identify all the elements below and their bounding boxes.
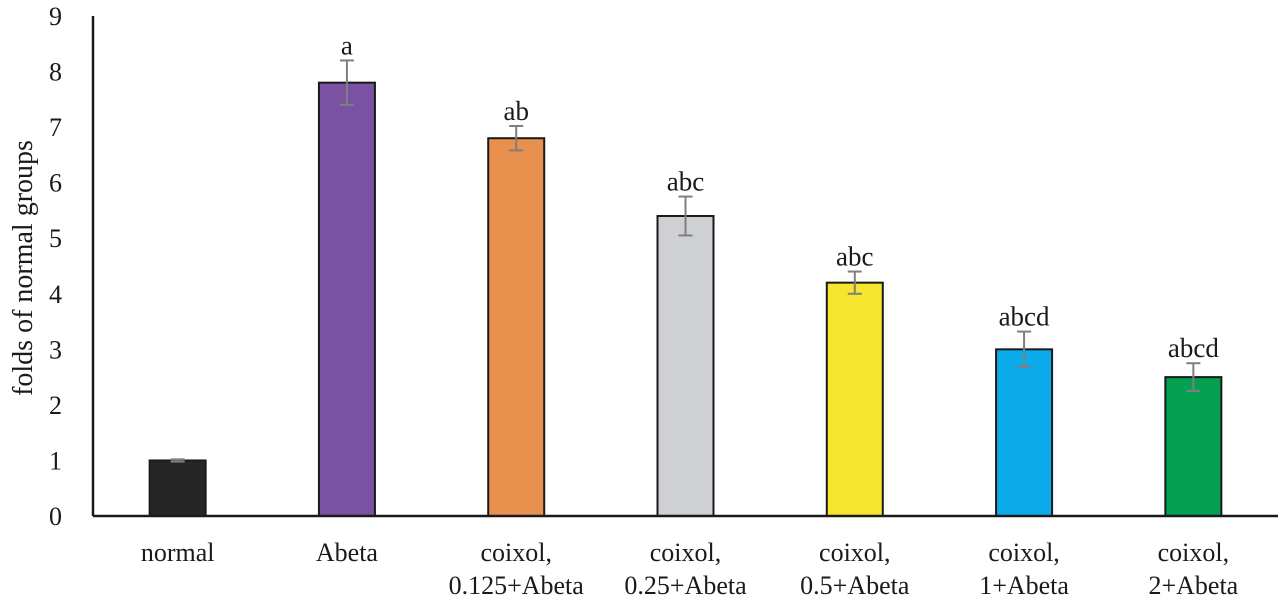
y-tick-label: 8 — [49, 58, 62, 87]
bar — [995, 348, 1054, 518]
x-category-label: 2+Abeta — [1148, 571, 1238, 600]
bar — [825, 281, 884, 517]
significance-label: abc — [836, 242, 873, 272]
y-tick-label: 2 — [49, 391, 62, 420]
y-tick-label: 3 — [49, 335, 62, 364]
significance-label: a — [341, 30, 353, 60]
y-axis-label: folds of normal groups — [8, 140, 39, 396]
x-category-label: coixol, — [819, 538, 891, 567]
bar — [487, 137, 546, 517]
error-bar — [678, 195, 693, 237]
x-category-label: 0.125+Abeta — [449, 571, 585, 600]
significance-labels: a ab abc abc abcd abcd — [341, 30, 1219, 363]
error-bar — [170, 458, 185, 463]
significance-label: abcd — [999, 302, 1050, 332]
x-category-label: coixol, — [1158, 538, 1230, 567]
error-bar — [1186, 362, 1201, 392]
y-tick-label: 1 — [49, 446, 62, 475]
error-bars — [170, 59, 1201, 463]
x-category-label: 0.5+Abeta — [800, 571, 910, 600]
y-tick-label: 4 — [49, 280, 62, 309]
bars — [148, 81, 1223, 518]
significance-label: abc — [667, 167, 704, 197]
significance-label: abcd — [1168, 333, 1219, 363]
y-tick-label: 6 — [49, 169, 62, 198]
x-category-label: 1+Abeta — [979, 571, 1069, 600]
significance-label: ab — [503, 96, 528, 126]
x-category-label: coixol, — [650, 538, 722, 567]
error-bar — [509, 125, 524, 152]
error-bar — [339, 59, 354, 106]
y-tick-label: 9 — [49, 2, 62, 31]
y-axis-ticks: 0 1 2 3 4 5 6 7 8 9 — [49, 2, 62, 531]
bar — [317, 81, 376, 518]
bar — [148, 459, 207, 518]
y-tick-label: 7 — [49, 113, 62, 142]
bar — [1164, 376, 1223, 517]
x-axis-categories: normal Abeta coixol, 0.125+Abeta coixol, 0.25… — [141, 538, 1239, 600]
x-category-label: normal — [141, 538, 215, 567]
x-category-label: coixol, — [988, 538, 1060, 567]
x-category-label: Abeta — [316, 538, 379, 567]
x-category-label: coixol, — [480, 538, 552, 567]
bar — [656, 215, 715, 517]
x-category-label: 0.25+Abeta — [624, 571, 747, 600]
y-tick-label: 5 — [49, 224, 62, 253]
error-bar — [1017, 330, 1032, 369]
y-tick-label: 0 — [49, 502, 62, 531]
y-axis-title: folds of normal groups — [8, 140, 39, 396]
error-bar — [847, 270, 862, 295]
